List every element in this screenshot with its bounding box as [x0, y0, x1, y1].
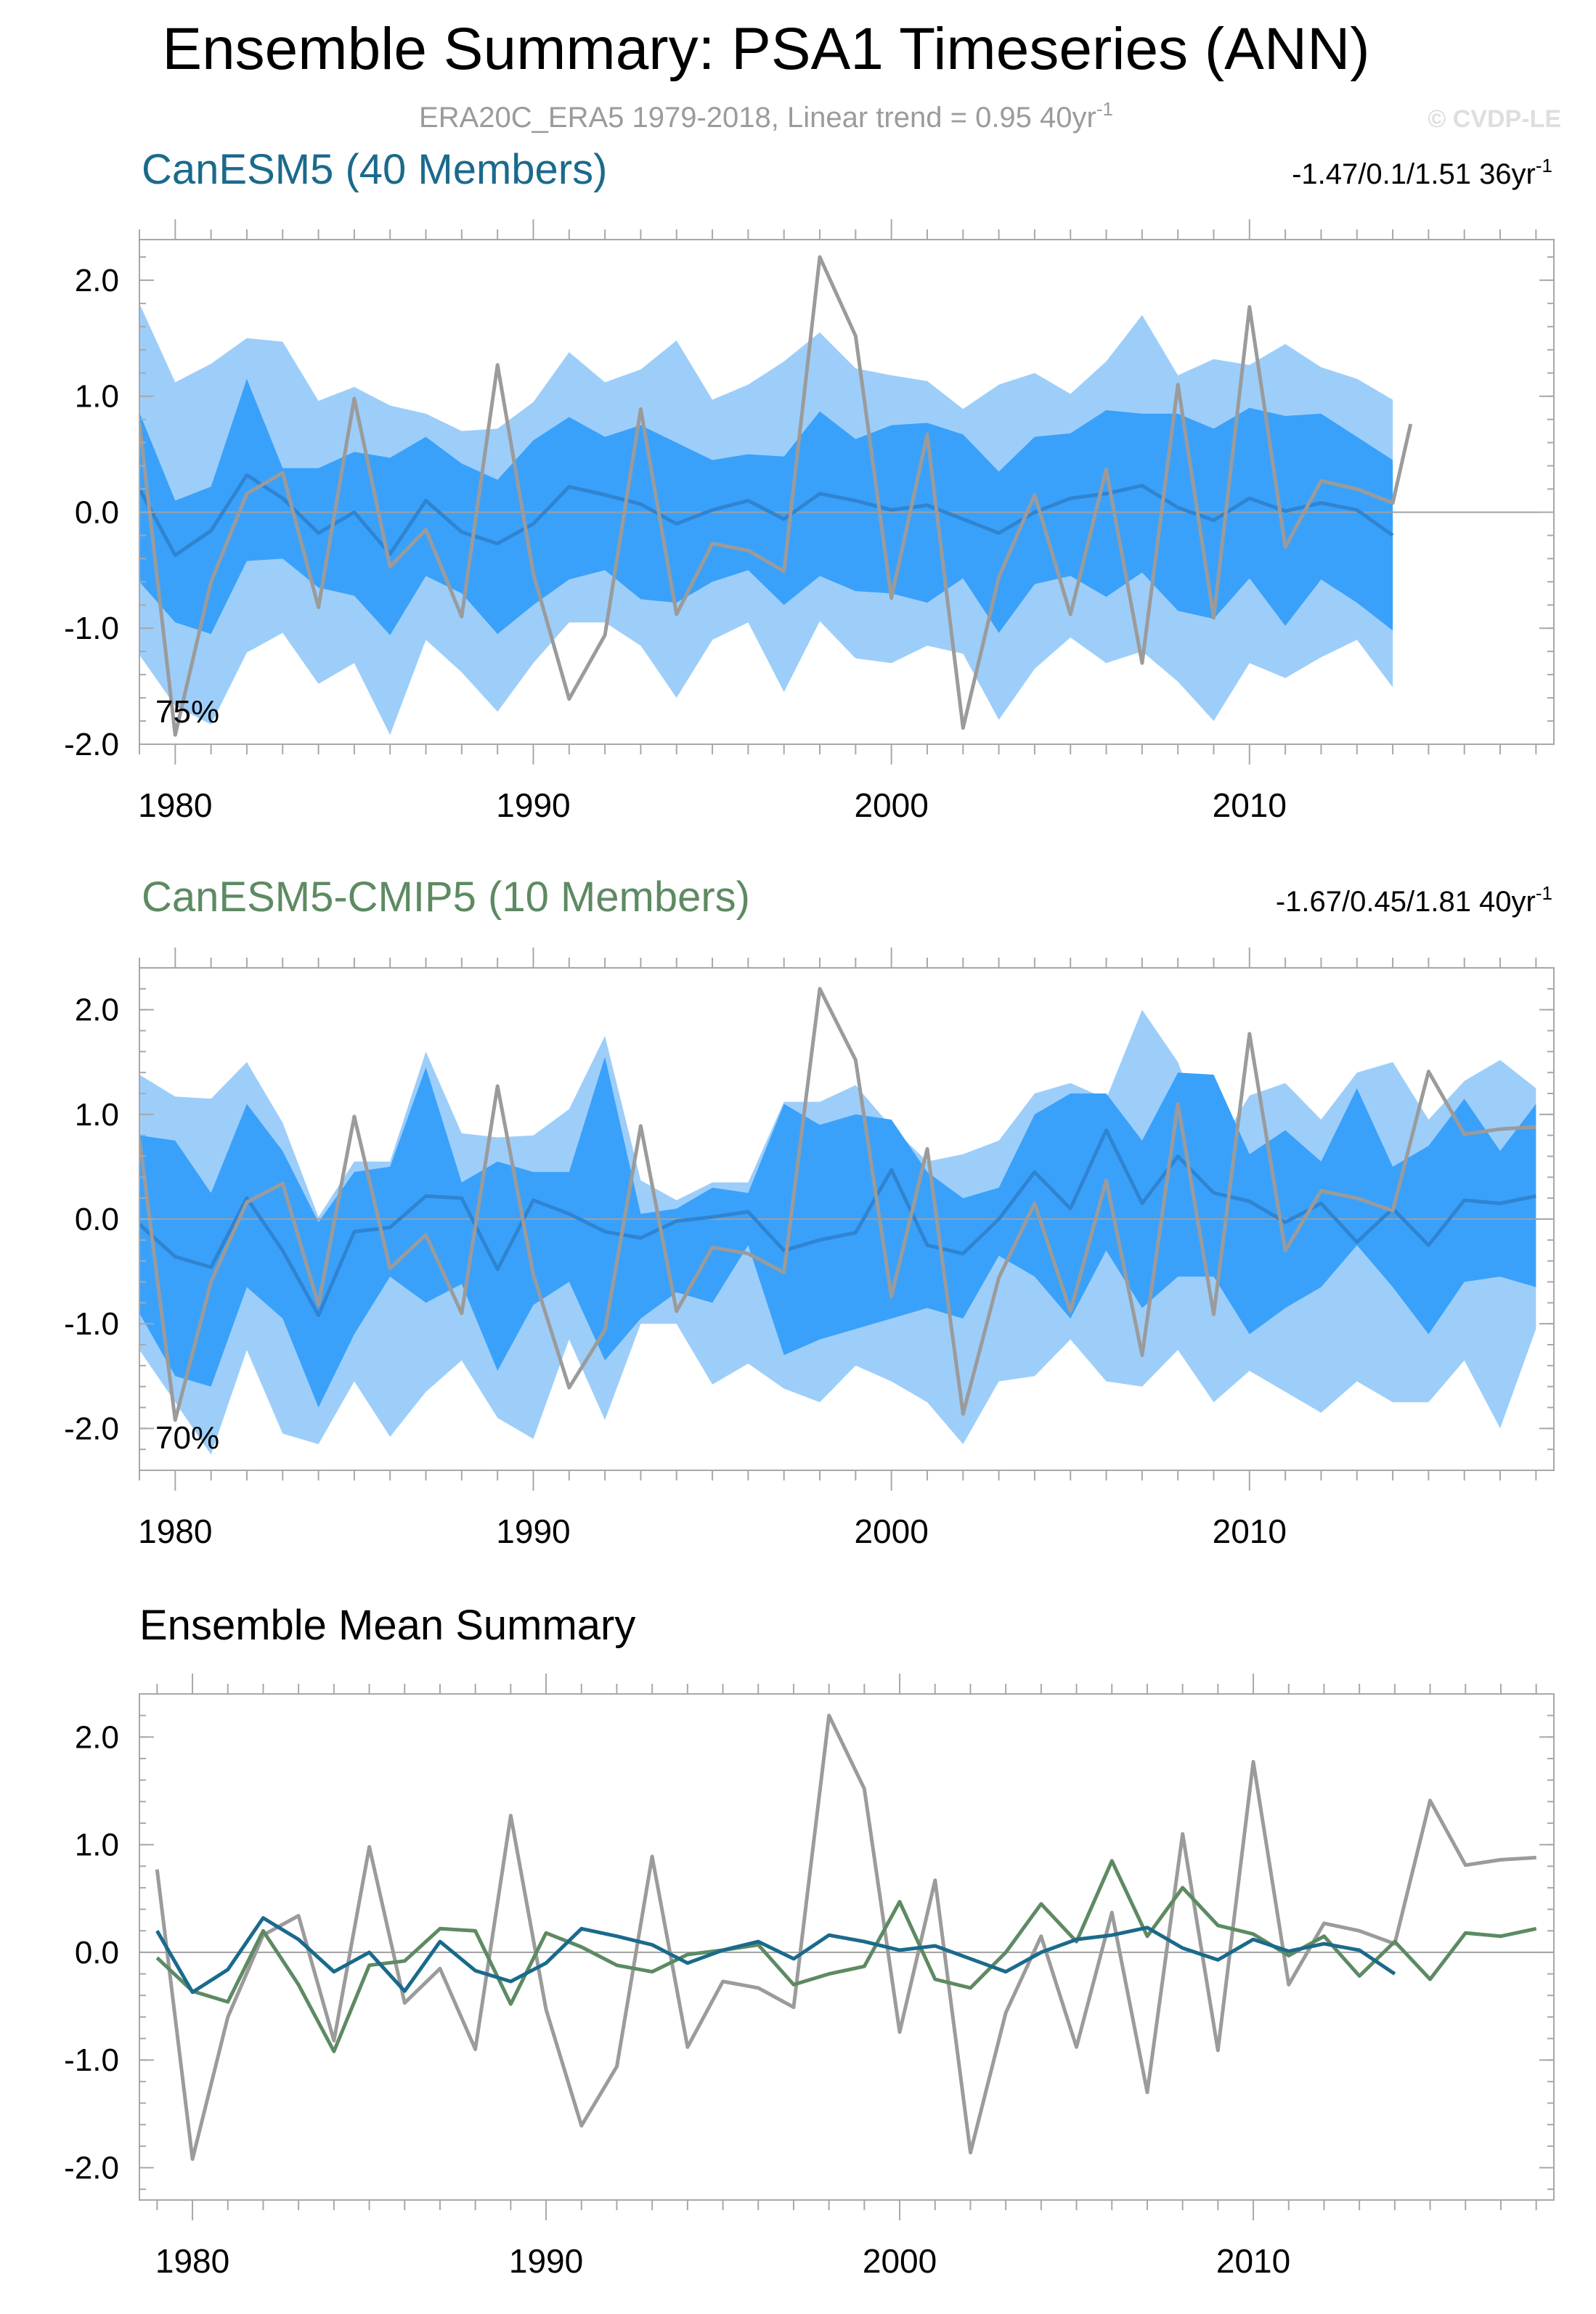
- p3-y-tick-label: 1.0: [75, 1828, 119, 1863]
- p3-y-tick-label: -2.0: [64, 2151, 119, 2186]
- p1-percent-label: 75%: [155, 694, 219, 730]
- p1-y-tick-label: 0.0: [75, 494, 119, 530]
- p2-inner-spread-band: [139, 1056, 1536, 1408]
- p2-x-tick-label: 1980: [138, 1512, 212, 1550]
- p3-series-line-0: [155, 1714, 1536, 2162]
- p3-y-tick-label: -1.0: [64, 2042, 119, 2078]
- figure-title: Ensemble Summary: PSA1 Timeseries (ANN): [162, 16, 1369, 82]
- p2-observations-line: [139, 987, 1536, 1422]
- p3-y-tick-label: 0.0: [75, 1935, 119, 1971]
- p3-plot-frame: [139, 1693, 1555, 2201]
- p2-y-tick-label: 2.0: [75, 993, 119, 1028]
- panel-canesm5: CanESM5 (40 Members) -1.47/0.1/1.51 36yr…: [64, 146, 1555, 824]
- p1-x-tick-label: 2010: [1213, 786, 1287, 824]
- p1-y-tick-label: 2.0: [75, 263, 119, 298]
- p1-x-tick-label: 1980: [138, 786, 212, 824]
- p2-y-tick-label: -1.0: [64, 1306, 119, 1342]
- figure-subtitle: ERA20C_ERA5 1979-2018, Linear trend = 0.…: [419, 98, 1113, 134]
- p2-x-tick-label: 2010: [1213, 1512, 1287, 1550]
- p3-x-tick-label: 1980: [155, 2242, 229, 2280]
- p1-y-tick-label: -1.0: [64, 611, 119, 646]
- p2-x-tick-label: 2000: [854, 1512, 928, 1550]
- panel-canesm5-cmip5: CanESM5-CMIP5 (10 Members) -1.67/0.45/1.…: [64, 873, 1555, 1550]
- p2-y-tick-label: 1.0: [75, 1097, 119, 1133]
- p2-ensemble-mean-line: [139, 1128, 1536, 1318]
- p1-y-tick-label: 1.0: [75, 379, 119, 415]
- p2-x-tick-label: 1990: [496, 1512, 570, 1550]
- p3-y-tick-label: 2.0: [75, 1719, 119, 1755]
- p2-y-tick-label: -2.0: [64, 1411, 119, 1446]
- trend-text-canesm5: -1.47/0.1/1.51 36yr-1: [1292, 155, 1552, 190]
- p1-observations-line: [139, 255, 1413, 737]
- p3-series-line-2: [155, 1916, 1396, 1995]
- p1-x-tick-label: 1990: [496, 786, 570, 824]
- p3-x-tick-label: 2000: [863, 2242, 937, 2280]
- p2-percent-label: 70%: [155, 1420, 219, 1456]
- panel-title-canesm5-cmip5: CanESM5-CMIP5 (10 Members): [142, 873, 750, 921]
- p2-y-tick-label: 0.0: [75, 1202, 119, 1237]
- p1-x-tick-label: 2000: [854, 786, 928, 824]
- p3-x-tick-label: 2010: [1216, 2242, 1290, 2280]
- panel-title-ensemble-mean: Ensemble Mean Summary: [139, 1602, 635, 1649]
- trend-text-canesm5-cmip5: -1.67/0.45/1.81 40yr-1: [1276, 882, 1552, 918]
- p1-plot-frame: [139, 239, 1555, 745]
- p1-ensemble-mean-line: [139, 473, 1394, 558]
- p1-y-tick-label: -2.0: [64, 727, 119, 762]
- panel-title-canesm5: CanESM5 (40 Members): [142, 146, 607, 193]
- panel-ensemble-mean-summary: Ensemble Mean Summary -2.0 -1.0 0.0 1.0 2.0 1…: [64, 1602, 1555, 2280]
- watermark: © CVDP-LE: [1428, 105, 1561, 133]
- p3-x-tick-label: 1990: [509, 2242, 583, 2280]
